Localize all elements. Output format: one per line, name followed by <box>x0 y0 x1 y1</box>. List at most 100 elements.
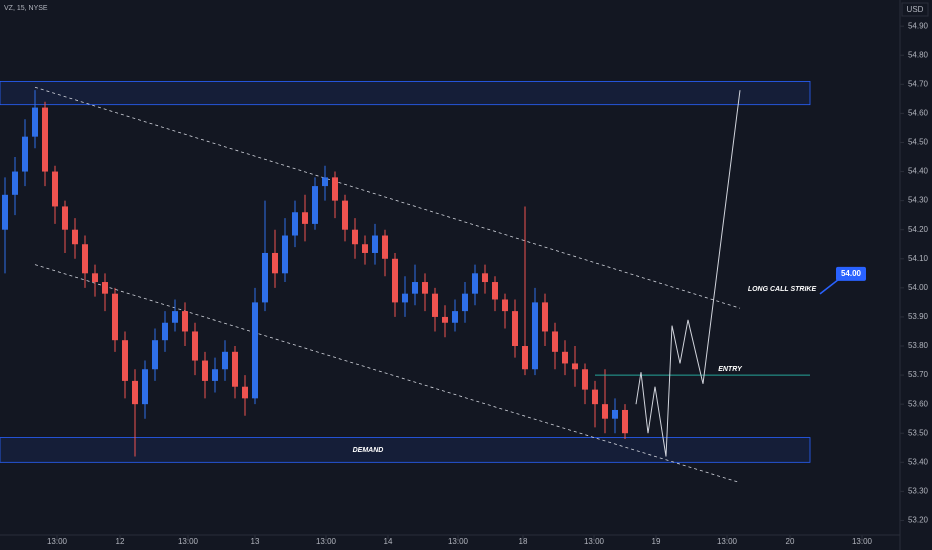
candle-body <box>332 177 338 201</box>
candle-body <box>552 331 558 352</box>
y-tick-label: 54.50 <box>908 138 929 147</box>
candle-body <box>532 302 538 370</box>
y-tick-label: 54.40 <box>908 167 929 176</box>
candle-body <box>172 311 178 323</box>
candle-body <box>102 282 108 294</box>
zone <box>0 81 811 106</box>
entry-label: ENTRY <box>718 366 743 373</box>
candle-body <box>432 293 438 317</box>
candle-body <box>562 351 568 364</box>
candle-body <box>12 171 18 195</box>
y-tick-label: 53.90 <box>908 312 929 321</box>
candle-body <box>492 282 498 300</box>
candle-body <box>292 212 298 236</box>
x-tick-label: 13:00 <box>178 537 199 546</box>
candle-body <box>2 194 8 230</box>
candle-body <box>42 107 48 172</box>
candle-body <box>312 186 318 224</box>
candle-body <box>32 107 38 137</box>
candle-body <box>92 273 98 283</box>
candle-body <box>52 171 58 207</box>
x-tick-label: 13:00 <box>584 537 605 546</box>
x-tick-label: 13:00 <box>717 537 738 546</box>
candle-body <box>402 293 408 303</box>
badge-arrow <box>819 279 839 295</box>
candle-body <box>572 363 578 370</box>
y-tick-label: 53.60 <box>908 399 929 408</box>
badge <box>836 266 866 281</box>
y-tick-label: 54.00 <box>908 283 929 292</box>
projection-path <box>635 90 741 457</box>
candle-body <box>542 302 548 332</box>
candle-body <box>382 235 388 259</box>
candle-body <box>582 369 588 390</box>
zone-label: DEMAND <box>353 447 384 454</box>
x-tick-label: 13:00 <box>316 537 337 546</box>
candle-body <box>302 212 308 224</box>
candle-body <box>152 340 158 370</box>
candle-body <box>612 409 618 419</box>
y-tick-label: 54.10 <box>908 254 929 263</box>
channel-line <box>34 264 741 484</box>
x-tick-label: 13:00 <box>448 537 469 546</box>
y-tick-label: 54.60 <box>908 109 929 118</box>
candle-body <box>72 229 78 245</box>
currency: USD <box>907 5 924 14</box>
y-tick-label: 53.50 <box>908 428 929 437</box>
candle-body <box>622 409 628 434</box>
candle-body <box>132 380 138 405</box>
x-tick-label: 14 <box>384 537 393 546</box>
candle-body <box>162 322 168 341</box>
candle-body <box>352 229 358 245</box>
y-tick-label: 54.70 <box>908 79 929 88</box>
candle-body <box>122 340 128 381</box>
candle-body <box>262 252 268 303</box>
strike-label: LONG CALL STRIKE <box>748 286 817 293</box>
candle-body <box>232 351 238 387</box>
candle-body <box>482 273 488 283</box>
x-tick-label: 13:00 <box>47 537 68 546</box>
candle-body <box>222 351 228 370</box>
y-tick-label: 53.40 <box>908 457 929 466</box>
candle-body <box>472 273 478 294</box>
candle-body <box>282 235 288 274</box>
candle-body <box>452 311 458 323</box>
candle-body <box>462 293 468 312</box>
y-tick-label: 54.30 <box>908 196 929 205</box>
candle-body <box>362 244 368 253</box>
candle-body <box>242 386 248 399</box>
candle-body <box>592 389 598 405</box>
candle-body <box>322 177 328 187</box>
candle-body <box>202 360 208 381</box>
candle-body <box>252 302 258 399</box>
candle-body <box>112 293 118 341</box>
y-tick-label: 54.20 <box>908 225 929 234</box>
candle-body <box>392 258 398 303</box>
candle-body <box>82 244 88 274</box>
y-tick-label: 53.30 <box>908 486 929 495</box>
candle-body <box>62 206 68 230</box>
candle-body <box>412 282 418 294</box>
x-tick-label: 19 <box>652 537 661 546</box>
badge-label: 54.00 <box>841 269 862 278</box>
x-tick-label: 12 <box>116 537 125 546</box>
candle-body <box>142 369 148 405</box>
x-tick-label: 13 <box>251 537 260 546</box>
y-tick-label: 54.80 <box>908 50 929 59</box>
y-tick-label: 54.90 <box>908 21 929 30</box>
y-tick-label: 53.80 <box>908 341 929 350</box>
candle-body <box>442 316 448 323</box>
candle-body <box>212 369 218 381</box>
candle-body <box>502 299 508 312</box>
y-tick-label: 53.20 <box>908 516 929 525</box>
x-tick-label: 20 <box>786 537 795 546</box>
candle-body <box>602 404 608 419</box>
candle-body <box>182 311 188 332</box>
currency-box <box>901 2 929 17</box>
candle-body <box>192 331 198 361</box>
candle-body <box>272 252 278 274</box>
candle-body <box>522 346 528 370</box>
y-tick-label: 53.70 <box>908 370 929 379</box>
